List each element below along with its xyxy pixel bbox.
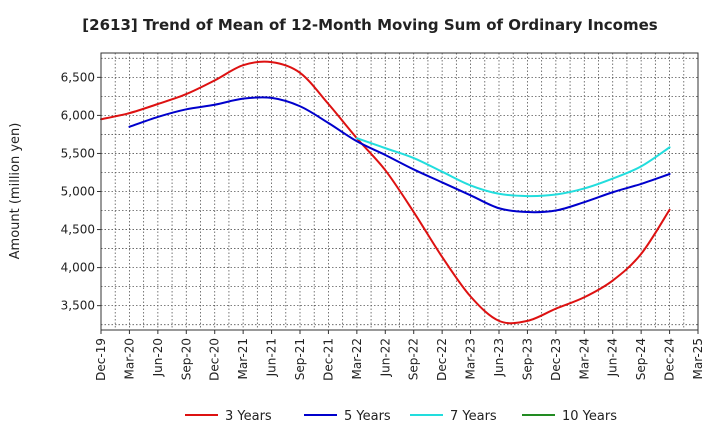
x-tick-label: Dec-19 <box>94 338 108 381</box>
series-line-3-years <box>100 60 671 325</box>
chart-title: [2613] Trend of Mean of 12-Month Moving … <box>82 16 657 34</box>
y-tick-label: 6,500 <box>61 70 95 84</box>
x-tick-label: Sep-21 <box>293 338 307 380</box>
y-tick-label: 6,000 <box>61 108 95 122</box>
legend: 3 Years 5 Years 7 Years 10 Years <box>185 409 617 424</box>
y-tick-label: 4,000 <box>61 261 95 275</box>
y-tick-label: 5,500 <box>61 146 95 160</box>
legend-label-3-years: 3 Years <box>225 409 272 424</box>
x-tick-label: Mar-23 <box>464 338 478 379</box>
x-tick-label: Mar-25 <box>691 338 705 379</box>
x-tick-label: Dec-21 <box>321 338 335 381</box>
y-tick-label: 4,500 <box>61 223 95 237</box>
y-axis-label: Amount (million yen) <box>8 123 23 260</box>
legend-label-5-years: 5 Years <box>344 409 391 424</box>
x-tick-label: Mar-20 <box>122 338 136 379</box>
x-tick-label: Mar-24 <box>577 338 591 379</box>
x-tick-label: Sep-23 <box>520 338 534 380</box>
legend-label-10-years: 10 Years <box>562 409 617 424</box>
x-tick-label: Dec-22 <box>435 338 449 381</box>
x-tick-label: Mar-22 <box>350 338 364 379</box>
x-tick-label: Dec-23 <box>549 338 563 381</box>
x-tick-label: Dec-20 <box>208 338 222 381</box>
series-line-7-years <box>355 137 671 198</box>
y-tick-label: 3,500 <box>61 299 95 313</box>
x-tick-label: Jun-23 <box>492 338 506 377</box>
x-tick-label: Jun-20 <box>151 338 165 377</box>
y-axis-ticks: 3,500 4,000 4,500 5,000 5,500 6,000 6,500 <box>61 70 101 313</box>
x-tick-label: Sep-20 <box>179 338 193 380</box>
x-tick-label: Mar-21 <box>236 338 250 379</box>
x-axis-ticks: Dec-19 Mar-20 Jun-20 Sep-20 Dec-20 Mar-21 Jun-… <box>94 330 705 381</box>
y-tick-label: 5,000 <box>61 185 95 199</box>
x-tick-label: Dec-24 <box>663 338 677 381</box>
x-tick-label: Jun-22 <box>378 338 392 377</box>
x-tick-label: Sep-24 <box>634 338 648 380</box>
x-tick-label: Sep-22 <box>407 338 421 380</box>
x-tick-label: Jun-24 <box>606 338 620 377</box>
series-layer <box>100 60 671 325</box>
legend-label-7-years: 7 Years <box>450 409 497 424</box>
x-tick-label: Jun-21 <box>265 338 279 377</box>
series-line-5-years <box>128 96 671 214</box>
